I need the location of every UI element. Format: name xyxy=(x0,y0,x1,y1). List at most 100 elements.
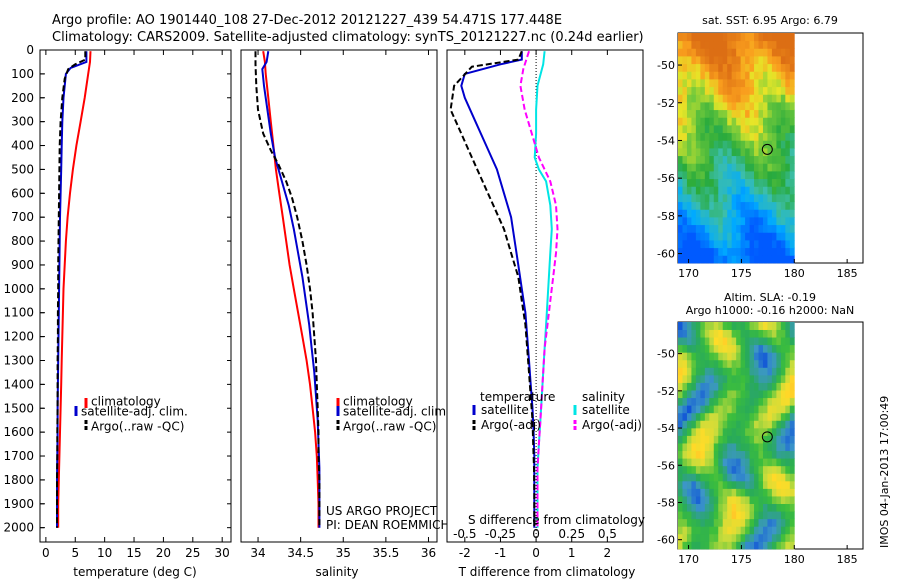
map-cell xyxy=(785,397,791,406)
map-cell xyxy=(709,194,715,203)
map-cell xyxy=(682,194,688,203)
map-cell xyxy=(678,473,683,482)
map-cell xyxy=(682,503,688,512)
map-cell xyxy=(682,178,688,187)
salinity-xlabel: salinity xyxy=(315,565,358,579)
y-tick-label: 1300 xyxy=(3,353,34,367)
map-cell xyxy=(691,352,697,361)
legend-label-t-argo: Argo(-adj) xyxy=(481,418,541,432)
map-cell xyxy=(762,420,768,429)
map-cell xyxy=(776,186,782,195)
map-cell xyxy=(762,217,768,226)
map-cell xyxy=(745,337,750,346)
y-tick-label: 200 xyxy=(11,91,34,105)
map-cell xyxy=(749,209,755,218)
map-cell xyxy=(785,178,791,187)
map-cell xyxy=(700,352,706,361)
map-cell xyxy=(691,155,697,164)
map-cell xyxy=(736,503,742,512)
map-cell xyxy=(713,533,719,542)
map-cell xyxy=(785,465,791,474)
map-cell xyxy=(758,443,764,452)
y-tick-label: 300 xyxy=(11,115,34,129)
map-cell xyxy=(722,503,728,512)
map-cell xyxy=(718,148,724,157)
map-cell xyxy=(767,337,773,346)
map-cell xyxy=(758,48,764,57)
map-cell xyxy=(700,33,706,42)
map-cell xyxy=(722,186,728,195)
map-cell xyxy=(749,405,755,414)
map-cell xyxy=(762,526,768,535)
map-cell xyxy=(709,79,715,88)
map-cell xyxy=(700,359,706,368)
map-cell xyxy=(704,458,710,467)
map-cell xyxy=(695,480,701,489)
map-cell xyxy=(736,420,742,429)
map-cell xyxy=(754,359,759,368)
map-cell xyxy=(736,255,742,264)
map-cell xyxy=(713,465,719,474)
map-cell xyxy=(780,435,786,444)
map-cell xyxy=(691,458,697,467)
map-cell xyxy=(718,496,724,504)
map-cell xyxy=(745,109,750,118)
map-cell xyxy=(691,148,697,157)
map-cell xyxy=(718,390,724,399)
map-cell xyxy=(749,194,755,203)
map-y-tick-label: -56 xyxy=(657,172,675,185)
map-cell xyxy=(727,533,733,542)
map-cell xyxy=(691,255,697,264)
map-cell xyxy=(686,412,692,421)
y-tick-label: 0 xyxy=(26,43,34,57)
map-cell xyxy=(736,533,742,542)
map-cell xyxy=(767,473,773,482)
map-cell xyxy=(695,217,701,226)
map-cell xyxy=(709,148,715,157)
map-cell xyxy=(709,48,715,57)
map-cell xyxy=(727,201,733,210)
map-cell xyxy=(771,443,777,452)
map-cell xyxy=(780,186,786,195)
map-cell xyxy=(740,186,746,195)
map-y-tick-label: -50 xyxy=(657,348,675,361)
map-cell xyxy=(713,427,719,436)
map-cell xyxy=(749,63,755,72)
map-cell xyxy=(754,344,759,353)
map-cell xyxy=(686,458,692,467)
map-cell xyxy=(722,217,728,226)
map-cell xyxy=(776,63,782,72)
map-cell xyxy=(731,56,737,65)
map-cell xyxy=(727,247,733,256)
map-cell xyxy=(709,397,715,406)
map-cell xyxy=(785,117,791,126)
map-cell xyxy=(731,458,737,467)
map-cell xyxy=(722,359,728,368)
map-cell xyxy=(709,240,715,249)
map-cell xyxy=(745,443,750,452)
x-tick-label: 0 xyxy=(532,546,540,560)
map-cell xyxy=(727,48,733,57)
map-cell xyxy=(767,367,773,376)
map-cell xyxy=(745,496,750,504)
map-cell xyxy=(713,186,719,195)
map-cell xyxy=(731,412,737,421)
map-cell xyxy=(789,247,795,256)
map-cell xyxy=(731,374,737,383)
map-cell xyxy=(767,541,773,550)
map-cell xyxy=(682,48,688,57)
map-cell xyxy=(771,94,777,103)
map-cell xyxy=(749,163,755,172)
map-cell xyxy=(700,465,706,474)
map-cell xyxy=(695,435,701,444)
map-cell xyxy=(789,329,795,338)
map-cell xyxy=(700,40,706,49)
map-cell xyxy=(754,541,759,550)
map-cell xyxy=(767,109,773,118)
map-cell xyxy=(736,405,742,414)
map-cell xyxy=(754,240,759,249)
map-cell xyxy=(767,397,773,406)
x-tick-label: 34 xyxy=(250,546,265,560)
map-cell xyxy=(731,382,737,391)
map-cell xyxy=(776,390,782,399)
